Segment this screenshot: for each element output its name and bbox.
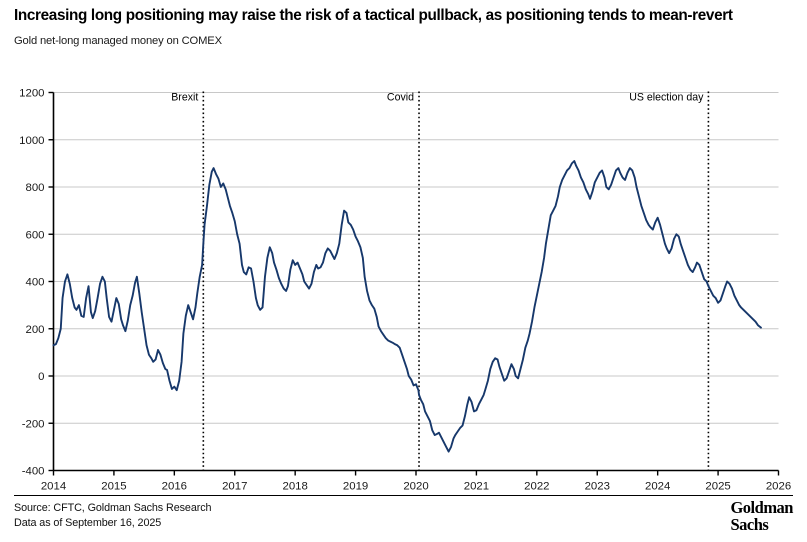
x-tick-label: 2014: [41, 481, 66, 493]
series-line: [52, 160, 762, 453]
event-marker-labels: Brexit Covid US election day: [171, 92, 704, 104]
chart-header: Increasing long positioning may raise th…: [14, 6, 800, 47]
x-tick-label: 2025: [705, 481, 730, 493]
y-tick-label: -400: [22, 466, 45, 478]
page-title: Increasing long positioning may raise th…: [14, 7, 733, 24]
chart-footer: Source: CFTC, Goldman Sachs Research Dat…: [14, 501, 614, 532]
chart-area: -400 -200 0 200 400 600 800 1000 1200 2014 2015 20…: [0, 78, 807, 493]
x-tick-label: 2018: [282, 481, 307, 493]
x-tick-label: 2017: [222, 481, 247, 493]
x-tick-label: 2022: [524, 481, 549, 493]
x-tick-label: 2016: [162, 481, 187, 493]
x-tick-label: 2026: [766, 481, 791, 493]
footer-divider: [14, 495, 793, 496]
chart-subtitle: Gold net-long managed money on COMEX: [14, 34, 222, 47]
goldman-sachs-logo: Goldman Sachs: [730, 498, 793, 534]
y-tick-label: 400: [25, 277, 44, 289]
data-as-of-note: Data as of September 16, 2025: [14, 517, 162, 530]
source-note: Source: CFTC, Goldman Sachs Research: [14, 502, 212, 514]
gridlines: [53, 92, 779, 471]
brand-line-1: Goldman: [730, 498, 793, 517]
x-tick-label: 2015: [101, 481, 126, 493]
event-marker-lines: [202, 91, 710, 471]
y-tick-label: 200: [25, 324, 44, 336]
x-tick-label: 2019: [343, 481, 368, 493]
y-tick-label: -200: [22, 418, 45, 430]
y-tick-label: 1200: [19, 88, 44, 100]
y-tick-label: 800: [25, 182, 44, 194]
y-tick-label: 0: [38, 371, 44, 383]
y-axis-tick-labels: -400 -200 0 200 400 600 800 1000 1200: [19, 88, 54, 478]
x-axis-tick-labels: 2014 2015 2016 2017 2018 2019 2020 2021 2022 2023…: [41, 470, 791, 493]
x-tick-label: 2020: [403, 481, 428, 493]
event-label: US election day: [629, 92, 704, 104]
x-tick-label: 2024: [645, 481, 670, 493]
x-tick-label: 2023: [585, 481, 610, 493]
y-tick-label: 600: [25, 229, 44, 241]
event-label: Brexit: [171, 92, 198, 104]
x-tick-label: 2021: [464, 481, 489, 493]
y-tick-label: 1000: [19, 135, 44, 147]
event-label: Covid: [387, 92, 414, 104]
brand-line-2: Sachs: [730, 514, 769, 534]
data-series: [52, 160, 762, 453]
